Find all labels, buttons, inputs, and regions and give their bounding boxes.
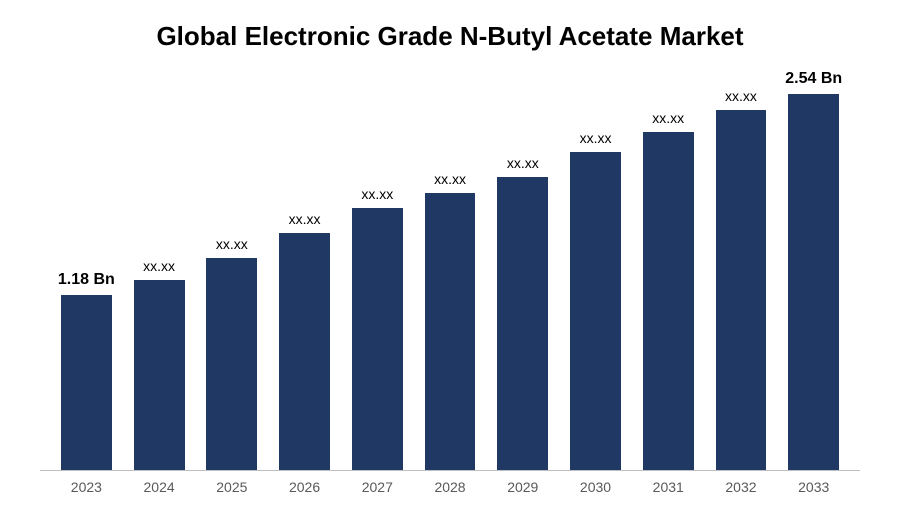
bar: [134, 280, 185, 470]
bar: [497, 177, 548, 470]
bar-value-label: xx.xx: [341, 186, 414, 202]
bar: [788, 94, 839, 470]
chart-container: Global Electronic Grade N-Butyl Acetate …: [0, 0, 900, 525]
x-axis: 2023202420252026202720282029203020312032…: [40, 471, 860, 495]
bar-value-label: xx.xx: [632, 110, 705, 126]
x-axis-tick: 2028: [414, 479, 487, 495]
bar-value-label: xx.xx: [195, 236, 268, 252]
bar-group: xx.xx: [268, 94, 341, 470]
bar-group: xx.xx: [123, 94, 196, 470]
chart-title: Global Electronic Grade N-Butyl Acetate …: [40, 20, 860, 54]
x-axis-tick: 2030: [559, 479, 632, 495]
bar-value-label: xx.xx: [123, 258, 196, 274]
bar: [643, 132, 694, 470]
bar-value-label: 1.18 Bn: [50, 271, 123, 289]
x-axis-tick: 2026: [268, 479, 341, 495]
bar-group: xx.xx: [632, 94, 705, 470]
bar-value-label: xx.xx: [705, 88, 778, 104]
x-axis-tick: 2032: [705, 479, 778, 495]
bar-value-label: xx.xx: [268, 211, 341, 227]
bar-group: xx.xx: [414, 94, 487, 470]
bar-group: xx.xx: [486, 94, 559, 470]
bar: [279, 233, 330, 470]
bar: [352, 208, 403, 470]
bar-value-label: 2.54 Bn: [777, 70, 850, 88]
x-axis-tick: 2031: [632, 479, 705, 495]
bar: [425, 193, 476, 470]
bar-value-label: xx.xx: [559, 130, 632, 146]
bar-group: xx.xx: [705, 94, 778, 470]
x-axis-tick: 2023: [50, 479, 123, 495]
bar: [570, 152, 621, 470]
x-axis-tick: 2033: [777, 479, 850, 495]
bar-group: 2.54 Bn: [777, 94, 850, 470]
bar-group: xx.xx: [559, 94, 632, 470]
bar-group: xx.xx: [195, 94, 268, 470]
bar: [206, 258, 257, 470]
bar-group: 1.18 Bn: [50, 94, 123, 470]
bar: [716, 110, 767, 470]
bar-value-label: xx.xx: [486, 155, 559, 171]
x-axis-tick: 2024: [123, 479, 196, 495]
x-axis-tick: 2029: [486, 479, 559, 495]
bar-group: xx.xx: [341, 94, 414, 470]
x-axis-tick: 2027: [341, 479, 414, 495]
bar-value-label: xx.xx: [414, 171, 487, 187]
bar: [61, 295, 112, 470]
plot-area: 1.18 Bnxx.xxxx.xxxx.xxxx.xxxx.xxxx.xxxx.…: [40, 94, 860, 471]
x-axis-tick: 2025: [195, 479, 268, 495]
